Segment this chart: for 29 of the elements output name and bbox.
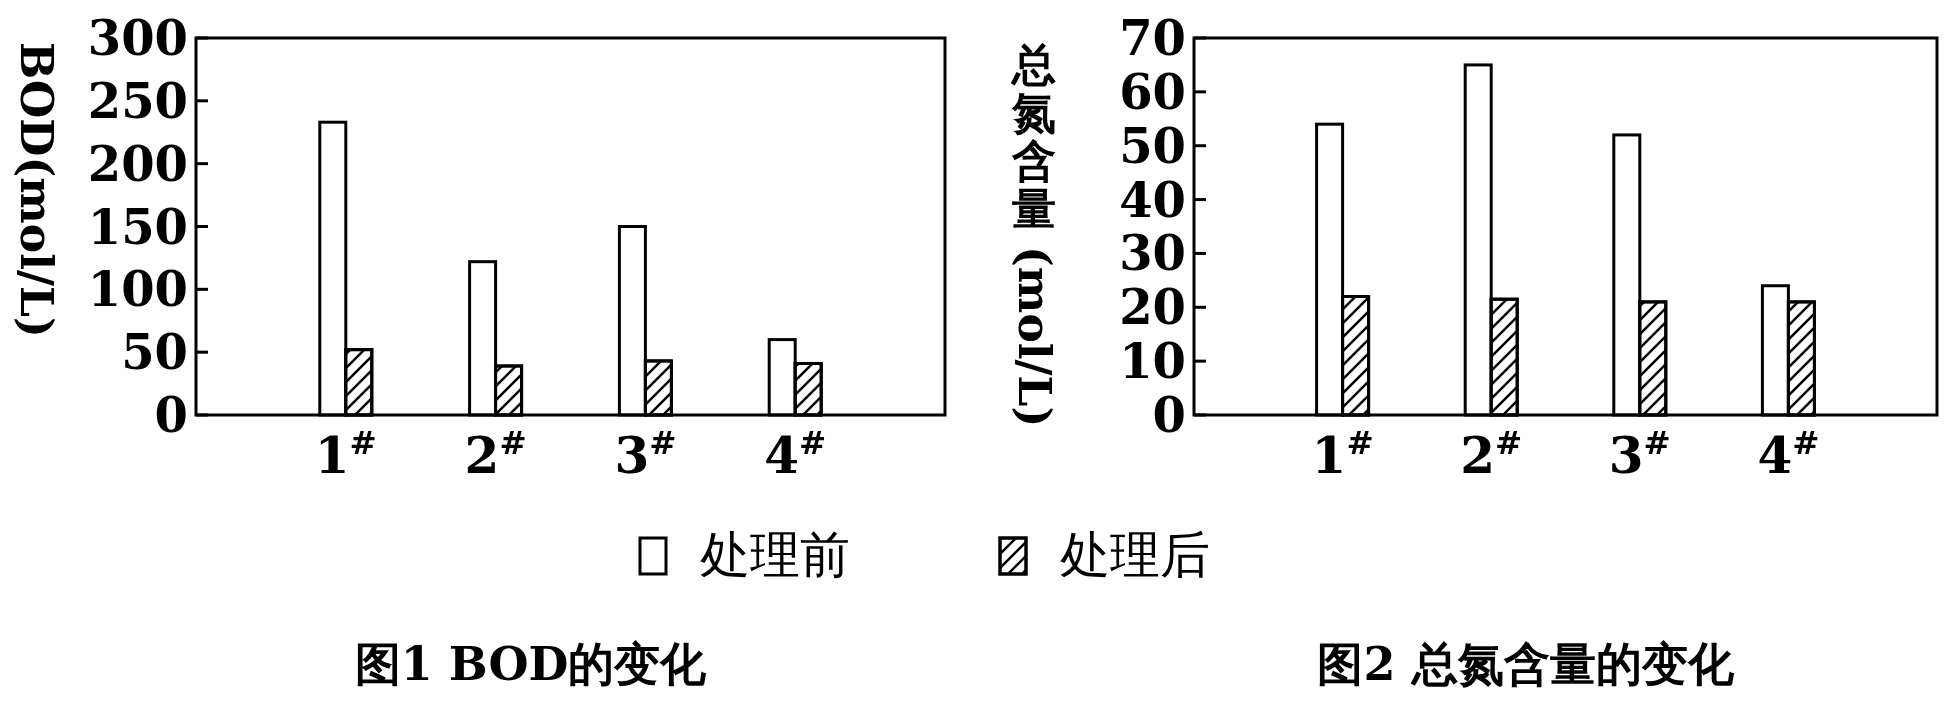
y-tick-label: 0 <box>1152 387 1186 443</box>
y-tick-label: 30 <box>1119 225 1186 282</box>
text: 图1 BOD的变化 <box>354 637 708 691</box>
y-tick-label: 20 <box>1119 279 1186 336</box>
legend-label: 处理后 <box>1060 526 1210 584</box>
y-tick-label: 200 <box>87 135 188 192</box>
x-tick-label: 2$^{#}$ <box>1460 422 1523 485</box>
x-tick-label: 4$^{#}$ <box>1757 422 1820 485</box>
legend-label: 处理前 <box>700 526 850 584</box>
x-tick-label: 3$^{#}$ <box>1608 422 1671 485</box>
y-tick-label: 150 <box>87 198 188 255</box>
x-tick-label: 2$^{#}$ <box>464 422 527 485</box>
y-tick-label: 50 <box>121 324 188 381</box>
x-tick-label: 3$^{#}$ <box>614 422 677 485</box>
y-tick-label: 10 <box>1119 333 1186 390</box>
y-tick-label: 300 <box>87 10 188 66</box>
y-axis-title: BOD(mol/L) <box>11 42 62 338</box>
text: 图2 总氮含量的变化 <box>1317 637 1735 691</box>
x-tick-label: 4$^{#}$ <box>764 422 827 485</box>
y-tick-label: 100 <box>87 261 188 318</box>
y-tick-label: 60 <box>1119 63 1186 120</box>
y-tick-label: 250 <box>87 72 188 129</box>
y-axis-title: 总氮含量 (mol/L) <box>1009 39 1060 428</box>
x-tick-label: 1$^{#}$ <box>314 422 377 485</box>
y-tick-label: 40 <box>1119 171 1186 228</box>
y-tick-label: 0 <box>154 387 188 443</box>
y-tick-label: 50 <box>1119 117 1186 174</box>
y-tick-label: 70 <box>1119 10 1186 66</box>
x-tick-label: 1$^{#}$ <box>1311 422 1374 485</box>
